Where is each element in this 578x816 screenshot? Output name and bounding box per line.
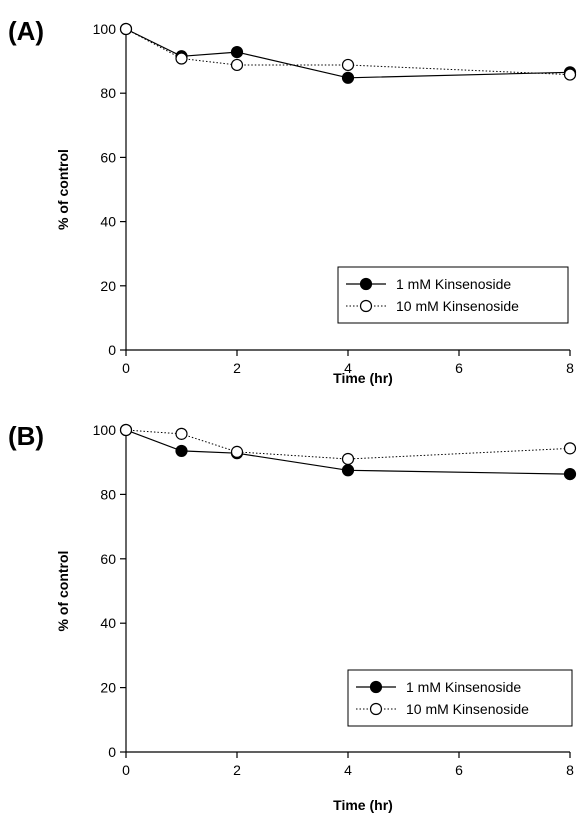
y-tick-label: 80 [100, 85, 116, 101]
x-tick-label: 4 [344, 360, 352, 376]
y-tick-label: 60 [100, 551, 116, 567]
data-point-series-2 [230, 445, 244, 458]
y-tick-label: 100 [93, 422, 117, 438]
y-tick-label: 0 [108, 342, 116, 358]
y-axis-title: % of control [55, 551, 71, 632]
y-tick-label: 40 [100, 214, 116, 230]
data-point-series-2 [119, 423, 133, 437]
legend-label-1: 1 mM Kinsenoside [406, 679, 521, 695]
data-point-series-1 [230, 46, 244, 59]
x-tick-label: 8 [566, 360, 574, 376]
data-point-series-2 [119, 22, 133, 36]
y-tick-label: 20 [100, 278, 116, 294]
legend-marker-2 [369, 702, 383, 716]
y-tick-label: 20 [100, 680, 116, 696]
x-tick-label: 8 [566, 762, 574, 778]
x-tick-label: 0 [122, 360, 130, 376]
x-axis-title: Time (hr) [333, 370, 393, 386]
data-point-series-2 [563, 68, 577, 81]
y-tick-label: 0 [108, 744, 116, 760]
x-tick-label: 6 [455, 360, 463, 376]
legend-marker-1 [359, 277, 373, 291]
x-tick-label: 4 [344, 762, 352, 778]
data-point-series-1 [175, 444, 188, 458]
legend-label-2: 10 mM Kinsenoside [406, 701, 529, 717]
legend-box [347, 669, 573, 727]
y-tick-label: 80 [100, 486, 116, 502]
y-axis-title: % of control [55, 149, 71, 230]
panel-label: (A) [8, 16, 44, 46]
data-point-series-1 [341, 71, 355, 84]
data-point-series-2 [230, 58, 244, 72]
data-point-series-2 [175, 52, 188, 65]
data-point-series-1 [563, 468, 577, 481]
y-tick-label: 60 [100, 149, 116, 165]
x-tick-label: 2 [233, 762, 241, 778]
x-tick-label: 6 [455, 762, 463, 778]
x-tick-label: 0 [122, 762, 130, 778]
data-point-series-1 [341, 464, 355, 477]
legend-box [337, 266, 569, 324]
legend-marker-1 [369, 680, 383, 694]
x-axis-title: Time (hr) [333, 797, 393, 813]
data-point-series-2 [563, 442, 577, 455]
legend-label-1: 1 mM Kinsenoside [396, 276, 511, 292]
data-point-series-2 [341, 58, 355, 72]
legend-marker-2 [359, 299, 373, 313]
panel-label: (B) [8, 421, 44, 451]
data-point-series-2 [175, 427, 188, 440]
data-point-series-2 [341, 452, 355, 466]
legend-label-2: 10 mM Kinsenoside [396, 298, 519, 314]
y-tick-label: 40 [100, 615, 116, 631]
x-tick-label: 2 [233, 360, 241, 376]
y-tick-label: 100 [93, 21, 117, 37]
